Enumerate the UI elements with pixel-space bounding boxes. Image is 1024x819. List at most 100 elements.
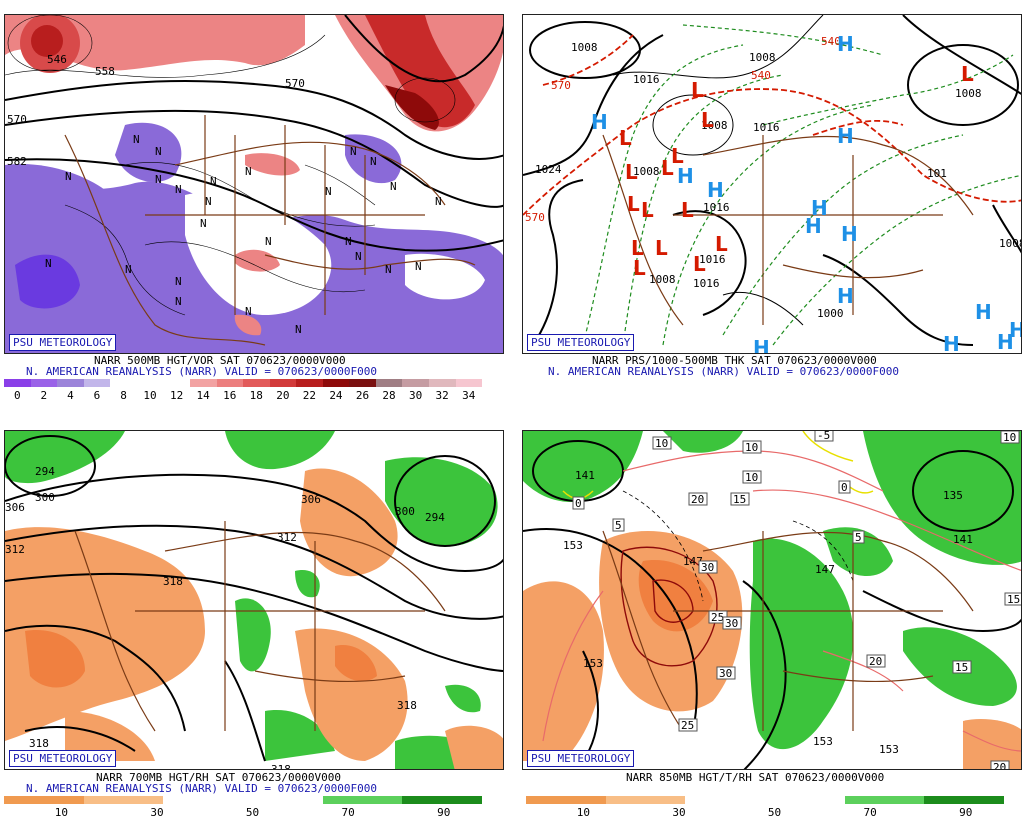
colorbar-swatch xyxy=(375,379,403,387)
temperature-label: 15 xyxy=(1007,593,1020,606)
colorbar-swatch xyxy=(57,379,84,387)
caption-title: NARR 700MB HGT/RH SAT 070623/0000V000 xyxy=(96,771,342,784)
high-pressure-center: H xyxy=(837,32,854,56)
temperature-label: 20 xyxy=(869,655,882,668)
temperature-label: 30 xyxy=(701,561,714,574)
height-contour-label: 318 xyxy=(397,699,417,712)
colorbar-tick: 30 xyxy=(672,806,686,819)
temperature-label-box xyxy=(742,440,762,454)
isobar-label: 101 xyxy=(927,167,947,180)
temperature-label-box xyxy=(722,616,742,630)
vorticity-min-mark: N xyxy=(175,183,182,196)
vorticity-min-mark: N xyxy=(65,170,72,183)
temperature-label: 0 xyxy=(841,481,848,494)
high-pressure-center: H xyxy=(943,332,960,354)
height-contour-label: 306 xyxy=(5,501,25,514)
vorticity-min-mark: N xyxy=(125,263,132,276)
colorbar-swatch xyxy=(402,796,483,804)
colorbar-swatch xyxy=(605,796,686,804)
colorbar-swatch xyxy=(844,796,925,804)
colorbar-tick: 18 xyxy=(249,389,263,402)
colorbar-tick: 22 xyxy=(302,389,316,402)
colorbar-tick: 34 xyxy=(462,389,476,402)
colorbar-tick: 20 xyxy=(276,389,290,402)
low-pressure-center: L xyxy=(693,252,706,276)
colorbar-tick: 14 xyxy=(196,389,210,402)
high-pressure-center: H xyxy=(975,300,992,324)
colorbar-tick: 0 xyxy=(13,389,21,402)
high-pressure-center: H xyxy=(1009,318,1022,342)
low-pressure-center: L xyxy=(691,78,704,102)
height-contour-label: 141 xyxy=(953,533,973,546)
vorticity-min-mark: N xyxy=(295,323,302,336)
vorticity-min-mark: N xyxy=(325,185,332,198)
high-pressure-center: H xyxy=(805,214,822,238)
temperature-label: -5 xyxy=(817,431,830,442)
low-pressure-center: L xyxy=(627,192,640,216)
caption-valid: N. AMERICAN REANALYSIS (NARR) VALID = 07… xyxy=(26,782,377,795)
isobar-label: 1016 xyxy=(753,121,780,134)
psu-meteorology-badge: PSU METEOROLOGY xyxy=(527,334,635,351)
isobar-label: 1008 xyxy=(571,41,598,54)
low-pressure-center: L xyxy=(681,198,694,222)
temperature-label-box xyxy=(952,660,972,674)
low-pressure-center: L xyxy=(619,126,632,150)
temperature-label-box xyxy=(716,666,736,680)
colorbar-tick: 50 xyxy=(245,806,260,819)
temperature-label-box xyxy=(866,654,886,668)
height-contour-label: 300 xyxy=(35,491,55,504)
vorticity-min-mark: N xyxy=(200,217,207,230)
colorbar-tick: 50 xyxy=(767,806,782,819)
vorticity-min-mark: N xyxy=(133,133,140,146)
high-pressure-center: H xyxy=(591,110,608,134)
height-contour-label: 546 xyxy=(47,53,67,66)
colorbar-tick: 28 xyxy=(382,389,396,402)
colorbar-tick: 26 xyxy=(355,389,370,402)
height-contour-label: 294 xyxy=(35,465,55,478)
low-pressure-center: L xyxy=(631,236,644,260)
height-contour-label: 312 xyxy=(5,543,25,556)
colorbar-swatch xyxy=(296,379,323,387)
caption-valid: N. AMERICAN REANALYSIS (NARR) VALID = 07… xyxy=(26,365,377,378)
low-pressure-center: L xyxy=(655,236,668,260)
temperature-label: 10 xyxy=(745,471,758,484)
colorbar-swatch xyxy=(526,796,606,804)
vorticity-min-mark: N xyxy=(175,295,182,308)
psu-meteorology-badge: PSU METEOROLOGY xyxy=(527,750,635,767)
vorticity-min-mark: N xyxy=(355,250,362,263)
temperature-label-box xyxy=(1000,431,1020,444)
colorbar-swatch xyxy=(30,379,58,387)
temperature-label-box xyxy=(698,560,718,574)
isobar-label: 1008 xyxy=(955,87,982,100)
temperature-label: 5 xyxy=(615,519,622,532)
temperature-label-box xyxy=(814,431,834,442)
panel-700mb-rh: 294 300 306 312 318 306 312 300 294 318 318 318 PSU… xyxy=(4,430,504,770)
pressure-map: 1008 1016 1008 1024 1008 1008 1016 1008 1016 1016… xyxy=(523,15,1022,354)
vorticity-min-mark: N xyxy=(245,165,252,178)
height-contour-label: 318 xyxy=(271,763,291,770)
colorbar-tick: 30 xyxy=(150,806,164,819)
height-contour-label: 147 xyxy=(815,563,835,576)
height-contour-label: 318 xyxy=(29,737,49,750)
vorticity-min-mark: N xyxy=(345,235,352,248)
high-pressure-center: H xyxy=(707,178,724,202)
colorbar-tick: 30 xyxy=(408,389,423,402)
temperature-label-box xyxy=(688,492,708,506)
colorbar-swatch xyxy=(685,796,766,804)
height-contour-label: 312 xyxy=(277,531,297,544)
low-pressure-center: L xyxy=(961,62,974,86)
height-contour-label: 570 xyxy=(7,113,27,126)
height-contour-label: 153 xyxy=(879,743,899,756)
colorbar-swatch xyxy=(136,379,164,387)
vorticity-min-mark: N xyxy=(175,275,182,288)
colorbar-swatch xyxy=(4,796,84,804)
colorbar-swatch xyxy=(83,796,164,804)
temperature-label: 30 xyxy=(725,617,738,630)
thickness-label: 570 xyxy=(551,79,571,92)
low-pressure-center: L xyxy=(671,144,684,168)
temperature-label: 30 xyxy=(719,667,732,680)
colorbar-swatch xyxy=(110,379,137,387)
